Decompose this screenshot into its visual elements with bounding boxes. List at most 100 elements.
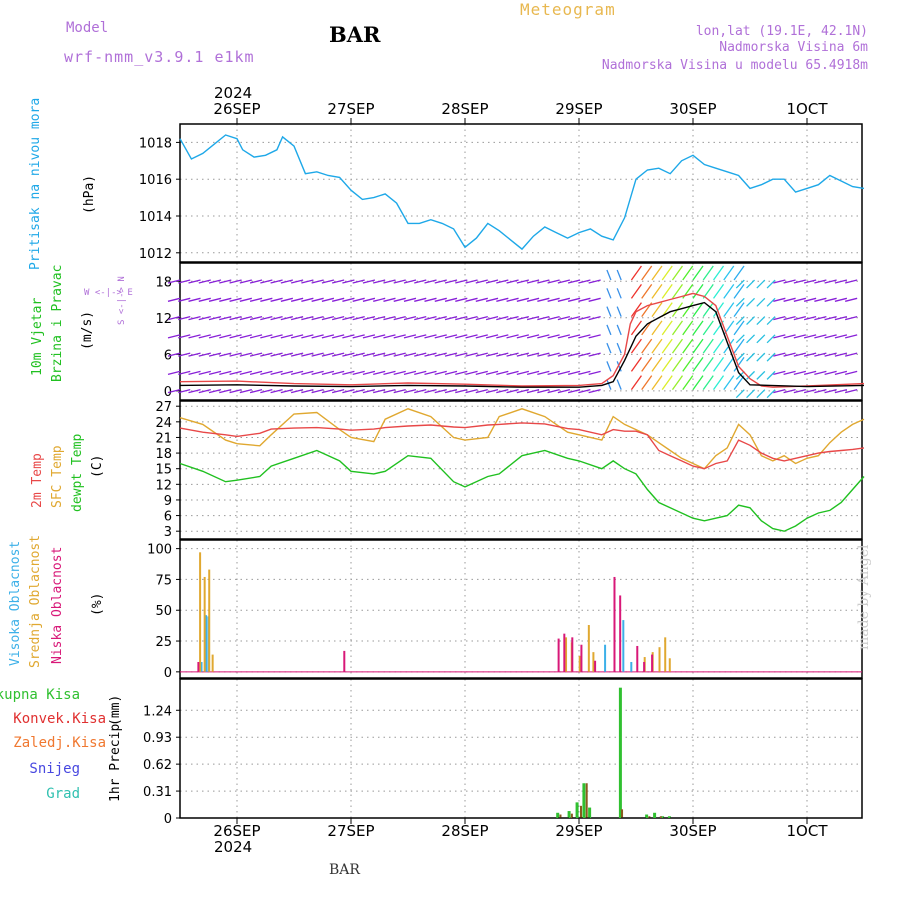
precip-bar-convective bbox=[580, 805, 582, 818]
wind-arrow bbox=[824, 315, 837, 321]
wind-arrow bbox=[547, 370, 560, 376]
wind-arrow bbox=[814, 370, 827, 376]
wind-arrow bbox=[547, 389, 560, 394]
wind-arrow bbox=[219, 297, 232, 302]
cloud-bar-low bbox=[343, 650, 346, 672]
wind-arrow bbox=[383, 389, 396, 394]
wind-arrow bbox=[783, 352, 796, 357]
y-tick-label: 0.93 bbox=[143, 731, 172, 746]
wind-arrow bbox=[362, 279, 376, 284]
precip-bar-total bbox=[653, 812, 657, 818]
cloud-unit: (%) bbox=[90, 592, 105, 616]
cloud-bar-low bbox=[197, 661, 200, 672]
wind-arrow bbox=[630, 357, 642, 372]
wind-arrow bbox=[290, 279, 304, 284]
wind-gust-line bbox=[179, 292, 865, 388]
wind-arrow bbox=[793, 370, 807, 376]
wind-arrow bbox=[198, 279, 211, 284]
wind-arrow bbox=[803, 370, 817, 376]
wind-arrow bbox=[557, 370, 571, 376]
wind-arrow bbox=[167, 315, 181, 321]
wind-arrow bbox=[444, 334, 458, 339]
wind-arrow bbox=[756, 370, 766, 380]
lonlat-label: lon,lat (19.1E, 42.1N) bbox=[695, 24, 868, 39]
wind-arrow bbox=[198, 389, 211, 394]
wind-arrow bbox=[352, 370, 365, 376]
wind-arrow bbox=[606, 306, 612, 317]
wind-arrow bbox=[606, 288, 612, 299]
wind-arrow bbox=[270, 389, 283, 394]
wind-arrow bbox=[845, 389, 858, 394]
wind-arrow bbox=[803, 279, 817, 284]
wind-arrow bbox=[773, 370, 786, 376]
wind-arrow bbox=[733, 338, 745, 354]
wind-arrow bbox=[455, 389, 468, 394]
cloud-bar-low bbox=[557, 638, 560, 672]
wind-arrow bbox=[516, 297, 529, 302]
wind-arrow bbox=[229, 352, 242, 357]
wind-arrow bbox=[455, 297, 468, 302]
wind-arrow bbox=[496, 334, 509, 339]
wind-arrow bbox=[735, 279, 745, 289]
wind-arrow bbox=[766, 352, 776, 362]
wind-arrow bbox=[756, 334, 766, 344]
wind-unit: (m/s) bbox=[80, 310, 95, 350]
wind-arrow bbox=[692, 338, 704, 354]
legend-convective-precip: Konvek.Kisa bbox=[13, 711, 106, 727]
x-tick-label-top: 30SEP bbox=[669, 100, 716, 118]
wind-arrow bbox=[516, 279, 529, 284]
wind-arrow bbox=[793, 279, 807, 284]
wind-arrow bbox=[616, 269, 622, 281]
y-tick-label: 9 bbox=[164, 494, 172, 509]
wind-arrow bbox=[783, 370, 796, 376]
wind-arrow bbox=[651, 320, 663, 336]
wind-arrow bbox=[301, 279, 314, 284]
y-tick-label: 0.62 bbox=[143, 758, 172, 773]
wind-arrow bbox=[766, 370, 776, 380]
temp-ylabel2: SFC Temp bbox=[50, 445, 65, 508]
y-tick-label: 18 bbox=[155, 447, 172, 462]
wind-arrow bbox=[630, 302, 642, 317]
wind-arrow bbox=[311, 315, 324, 321]
wind-arrow bbox=[485, 297, 499, 302]
wind-arrow bbox=[766, 316, 776, 326]
wind-arrow bbox=[188, 352, 201, 357]
wind-arrow bbox=[290, 315, 304, 321]
wind-arrow bbox=[516, 370, 529, 376]
wind-arrow bbox=[414, 297, 427, 302]
wind-arrow bbox=[526, 315, 540, 321]
wind-arrow bbox=[506, 389, 519, 394]
wind-arrow bbox=[702, 338, 714, 354]
wind-arrow bbox=[702, 283, 714, 299]
wind-arrow bbox=[526, 352, 540, 357]
wind-arrow bbox=[321, 315, 335, 321]
wind-arrow bbox=[219, 389, 232, 394]
wind-arrow bbox=[311, 297, 324, 302]
wind-arrow bbox=[496, 370, 509, 376]
wind-arrow bbox=[651, 302, 663, 317]
wind-arrow bbox=[249, 297, 263, 302]
wind-arrow bbox=[475, 297, 488, 302]
wind-arrow bbox=[547, 297, 560, 302]
wind-arrow bbox=[167, 279, 181, 284]
legend-frozen-precip: Zaledj.Kisa bbox=[13, 735, 106, 751]
y-tick-label: 0 bbox=[164, 666, 172, 681]
t2m-line bbox=[179, 422, 865, 470]
wind-arrow bbox=[588, 334, 601, 339]
wind-arrow bbox=[526, 334, 540, 339]
precip-bar-convective bbox=[648, 816, 651, 818]
wind-arrow bbox=[475, 279, 488, 284]
wind-arrow bbox=[793, 334, 807, 339]
wind-arrow bbox=[557, 389, 571, 394]
wind-arrow bbox=[588, 352, 601, 357]
wind-arrow bbox=[208, 370, 222, 376]
wind-arrow bbox=[496, 352, 509, 357]
wind-arrow bbox=[671, 283, 684, 299]
wind-arrow bbox=[434, 315, 447, 321]
wind-arrow bbox=[383, 279, 396, 284]
y-tick-label: 0 bbox=[164, 812, 172, 827]
wind-arrow bbox=[578, 315, 591, 321]
y-tick-label: 1012 bbox=[139, 247, 172, 262]
cloud-ylabel: Visoka Oblacnost bbox=[8, 540, 23, 666]
wind-arrow bbox=[414, 389, 427, 394]
